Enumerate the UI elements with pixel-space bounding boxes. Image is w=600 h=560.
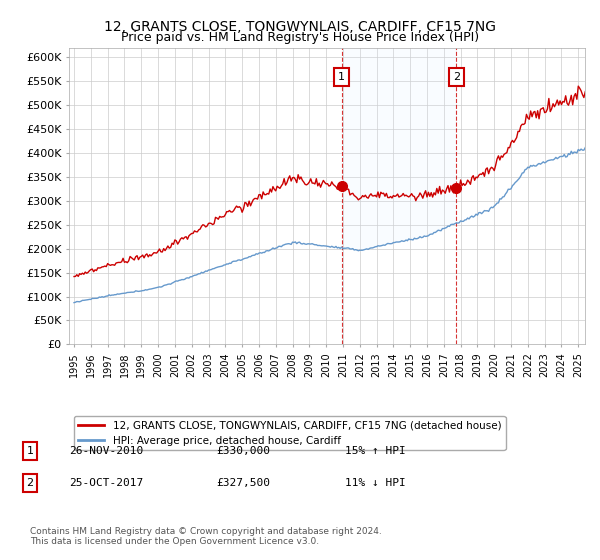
Text: Price paid vs. HM Land Registry's House Price Index (HPI): Price paid vs. HM Land Registry's House …	[121, 31, 479, 44]
Text: 1: 1	[26, 446, 34, 456]
Text: 25-OCT-2017: 25-OCT-2017	[69, 478, 143, 488]
Text: Contains HM Land Registry data © Crown copyright and database right 2024.
This d: Contains HM Land Registry data © Crown c…	[30, 526, 382, 546]
Text: 15% ↑ HPI: 15% ↑ HPI	[345, 446, 406, 456]
Text: 2: 2	[26, 478, 34, 488]
Text: £330,000: £330,000	[216, 446, 270, 456]
Legend: 12, GRANTS CLOSE, TONGWYNLAIS, CARDIFF, CF15 7NG (detached house), HPI: Average : 12, GRANTS CLOSE, TONGWYNLAIS, CARDIFF, …	[74, 417, 506, 450]
Text: 12, GRANTS CLOSE, TONGWYNLAIS, CARDIFF, CF15 7NG: 12, GRANTS CLOSE, TONGWYNLAIS, CARDIFF, …	[104, 20, 496, 34]
Text: £327,500: £327,500	[216, 478, 270, 488]
Text: 1: 1	[338, 72, 345, 82]
Text: 11% ↓ HPI: 11% ↓ HPI	[345, 478, 406, 488]
Text: 26-NOV-2010: 26-NOV-2010	[69, 446, 143, 456]
Text: 2: 2	[453, 72, 460, 82]
